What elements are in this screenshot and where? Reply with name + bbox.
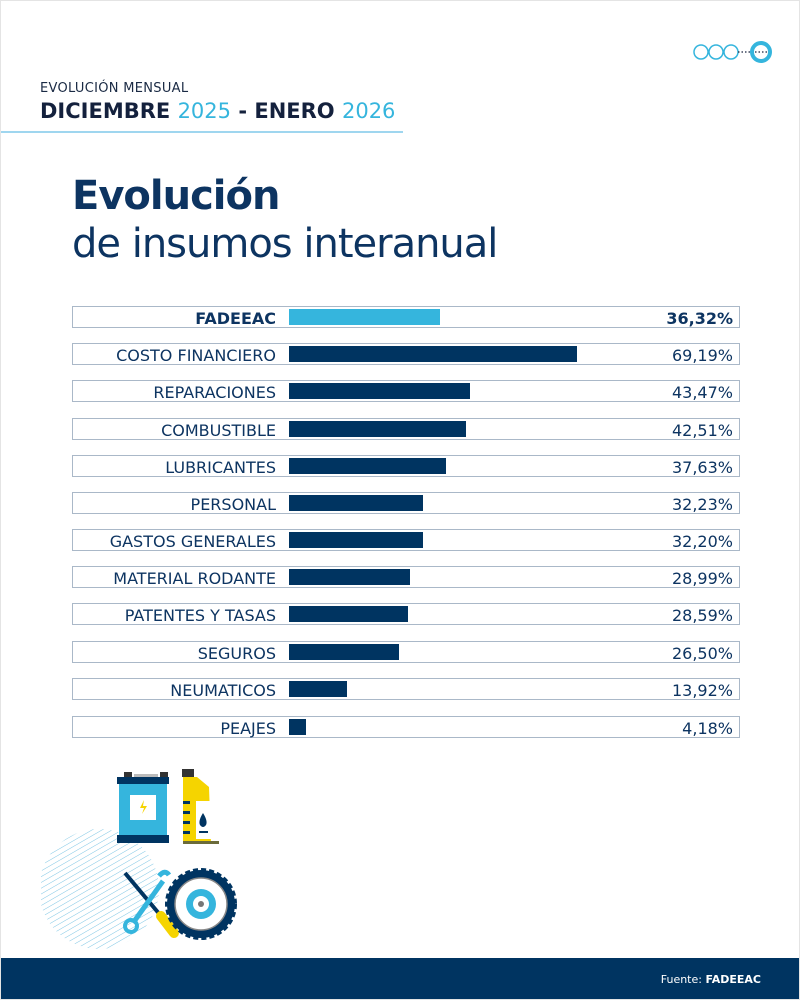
category-label: PERSONAL (190, 495, 276, 514)
wrench-screwdriver-icon (123, 869, 179, 938)
kicker: EVOLUCIÓN MENSUAL (40, 81, 189, 96)
footer: Fuente: FADEEAC (1, 958, 799, 999)
bar (289, 383, 470, 399)
category-label: PATENTES Y TASAS (124, 606, 276, 625)
period-year1: 2025 (177, 99, 232, 123)
illustration-icons (41, 769, 237, 949)
category-label: PEAJES (220, 719, 276, 738)
bar (289, 309, 441, 325)
title-line1: Evolución (72, 173, 280, 219)
value-label: 32,20% (671, 532, 733, 551)
bar (289, 346, 577, 362)
period-month2: ENERO (254, 99, 335, 123)
bar-row: SEGUROS 26,50% (72, 641, 740, 663)
bar-row: REPARACIONES 43,47% (72, 380, 740, 402)
category-label: NEUMATICOS (170, 681, 276, 700)
bar (289, 532, 424, 548)
value-label: 32,23% (671, 495, 733, 514)
period-separator: - (231, 99, 255, 123)
bar (289, 606, 408, 622)
bar (289, 681, 347, 697)
category-label: MATERIAL RODANTE (113, 569, 276, 588)
period-year2: 2026 (341, 99, 396, 123)
bar-row: PERSONAL 32,23% (72, 492, 740, 514)
source-prefix: Fuente: (660, 973, 706, 986)
divider (1, 131, 403, 133)
bar (289, 569, 410, 585)
value-label: 26,50% (671, 644, 733, 663)
oil-can-icon (182, 769, 219, 844)
bar-row: GASTOS GENERALES 32,20% (72, 529, 740, 551)
value-label: 36,32% (666, 309, 733, 328)
category-label: LUBRICANTES (165, 458, 276, 477)
category-label: SEGUROS (197, 644, 276, 663)
bar-row: NEUMATICOS 13,92% (72, 678, 740, 700)
bar-row: FADEEAC 36,32% (72, 306, 740, 328)
bar-row: COMBUSTIBLE 42,51% (72, 418, 740, 440)
bar-row: LUBRICANTES 37,63% (72, 455, 740, 477)
value-label: 28,59% (671, 606, 733, 625)
battery-icon (117, 772, 169, 843)
value-label: 42,51% (671, 421, 733, 440)
bar-row: PEAJES 4,18% (72, 716, 740, 738)
category-label: FADEEAC (195, 309, 276, 328)
hatched-circle (41, 829, 159, 949)
bar (289, 644, 400, 660)
value-label: 37,63% (671, 458, 733, 477)
logo-circles-icon (693, 41, 772, 63)
bar (289, 458, 446, 474)
bar (289, 719, 307, 735)
bar (289, 421, 466, 437)
bar-row: COSTO FINANCIERO 69,19% (72, 343, 740, 365)
value-label: 4,18% (682, 719, 733, 738)
category-label: REPARACIONES (153, 383, 276, 402)
tire-icon (165, 868, 237, 940)
source-name: FADEEAC (705, 973, 761, 986)
source-note: Fuente: FADEEAC (661, 973, 761, 986)
category-label: COMBUSTIBLE (161, 421, 276, 440)
period-heading: DICIEMBRE 2025 - ENERO 2026 (40, 99, 395, 123)
bar (289, 495, 424, 511)
value-label: 28,99% (671, 569, 733, 588)
bar-row: MATERIAL RODANTE 28,99% (72, 566, 740, 588)
category-label: COSTO FINANCIERO (116, 346, 276, 365)
value-label: 43,47% (671, 383, 733, 402)
category-label: GASTOS GENERALES (109, 532, 276, 551)
period-month1: DICIEMBRE (40, 99, 171, 123)
title-line2: de insumos interanual (72, 221, 498, 267)
bar-row: PATENTES Y TASAS 28,59% (72, 603, 740, 625)
value-label: 69,19% (671, 346, 733, 365)
value-label: 13,92% (671, 681, 733, 700)
